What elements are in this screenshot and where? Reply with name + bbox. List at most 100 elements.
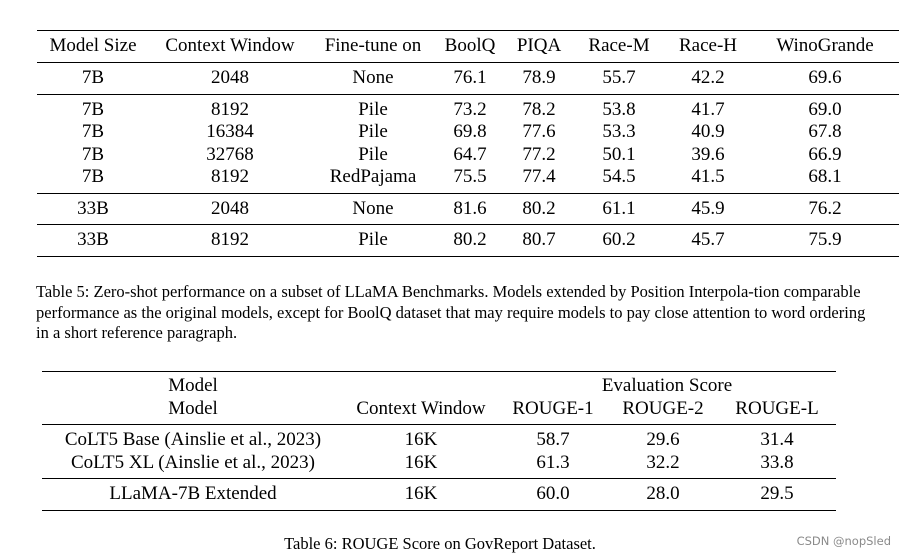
table-row: LLaMA-7B Extended 16K 60.0 28.0 29.5 <box>42 479 836 511</box>
table-cell: 67.8 <box>808 121 842 142</box>
table-cell: 75.5 <box>453 166 487 187</box>
table-cell: 31.4 <box>760 429 794 450</box>
table-cell: 69.0 <box>808 98 842 120</box>
table-cell: Pile <box>358 229 388 250</box>
table-cell: 33.8 <box>760 451 794 473</box>
table-cell: 7B <box>81 121 105 142</box>
column-header: Race-M <box>588 35 650 57</box>
table-cell: 45.9 <box>691 197 725 219</box>
table-6: Model Evaluation Score Model Context Win… <box>42 371 836 511</box>
table-cell: 77.2 <box>522 143 556 165</box>
table-cell: 53.8 <box>602 98 636 120</box>
table-row: 7B 8192 RedPajama 75.5 77.4 54.5 41.5 68… <box>37 166 899 193</box>
table-row: CoLT5 Base (Ainslie et al., 2023) 16K 58… <box>42 425 836 452</box>
table-cell: 77.4 <box>522 166 556 187</box>
table-cell: 54.5 <box>602 166 636 187</box>
table-cell: 78.2 <box>522 98 556 120</box>
table-cell: 29.6 <box>646 429 680 450</box>
table-cell: CoLT5 Base (Ainslie et al., 2023) <box>64 429 322 450</box>
table-cell: 33B <box>77 229 109 250</box>
table-cell: 28.0 <box>646 483 680 504</box>
table-cell: 76.1 <box>453 67 487 88</box>
table-cell: 61.1 <box>602 197 636 219</box>
table-cell: Pile <box>358 121 388 142</box>
super-header-spacer <box>344 372 498 398</box>
table-6-caption: Table 6: ROUGE Score on GovReport Datase… <box>284 534 596 553</box>
column-header: Model Size <box>49 35 137 57</box>
super-header-model: Model <box>168 375 218 396</box>
column-header: Race-H <box>678 35 738 57</box>
table-cell: 8192 <box>211 229 249 250</box>
table-cell: LLaMA-7B Extended <box>109 483 277 504</box>
table-cell: 2048 <box>211 197 249 219</box>
table-cell: 60.0 <box>536 483 570 504</box>
table-cell: 45.7 <box>691 229 725 250</box>
table-cell: 66.9 <box>808 143 842 165</box>
table-cell: Pile <box>358 98 388 120</box>
column-header: Context Window <box>165 35 295 57</box>
table-cell: None <box>352 67 394 88</box>
table-cell: 7B <box>81 166 105 187</box>
table-5: Model Size Context Window Fine-tune on B… <box>37 30 899 257</box>
table-5-group: 33B 2048 None 81.6 80.2 61.1 45.9 76.2 <box>37 193 899 225</box>
table-cell: 42.2 <box>691 67 725 88</box>
table-cell: 73.2 <box>453 98 487 120</box>
table-cell: 8192 <box>211 98 249 120</box>
table-cell: 69.6 <box>808 67 842 88</box>
table-cell: 76.2 <box>808 197 842 219</box>
super-header-evaluation-score: Evaluation Score <box>601 375 733 396</box>
table-cell: 16384 <box>206 121 254 142</box>
column-header: WinoGrande <box>776 35 874 57</box>
table-cell: 32768 <box>206 143 254 165</box>
table-cell: 7B <box>81 143 105 165</box>
table-cell: 55.7 <box>602 67 636 88</box>
table-cell: 7B <box>81 98 105 120</box>
column-header: BoolQ <box>444 35 496 57</box>
table-cell: 68.1 <box>808 166 842 187</box>
table-cell: 16K <box>404 451 438 473</box>
table-cell: 7B <box>81 67 105 88</box>
table-6-super-header-row: Model Evaluation Score <box>42 372 836 398</box>
column-header: ROUGE-L <box>735 397 819 419</box>
table-cell: 41.7 <box>691 98 725 120</box>
table-cell: 39.6 <box>691 143 725 165</box>
table-cell: 60.2 <box>602 229 636 250</box>
table-cell: 78.9 <box>522 67 556 88</box>
column-header: PIQA <box>516 35 562 57</box>
table-cell: 16K <box>404 483 438 504</box>
column-header: Fine-tune on <box>324 35 422 57</box>
table-6-group: LLaMA-7B Extended 16K 60.0 28.0 29.5 <box>42 479 836 511</box>
table-cell: 81.6 <box>453 197 487 219</box>
table-cell: 80.2 <box>522 197 556 219</box>
table-row: CoLT5 XL (Ainslie et al., 2023) 16K 61.3… <box>42 452 836 479</box>
table-row: 33B 8192 Pile 80.2 80.7 60.2 45.7 75.9 <box>37 225 899 257</box>
table-row: 33B 2048 None 81.6 80.2 61.1 45.9 76.2 <box>37 193 899 225</box>
column-header: ROUGE-1 <box>512 397 594 419</box>
table-cell: 53.3 <box>602 121 636 142</box>
table-cell: 64.7 <box>453 143 487 165</box>
table-5-group: 7B 8192 Pile 73.2 78.2 53.8 41.7 69.0 7B… <box>37 94 899 193</box>
table-cell: 2048 <box>211 67 249 88</box>
table-cell: 58.7 <box>536 429 570 450</box>
table-cell: CoLT5 XL (Ainslie et al., 2023) <box>71 451 315 473</box>
table-cell: 77.6 <box>522 121 556 142</box>
table-cell: 16K <box>404 429 438 450</box>
table-cell: 50.1 <box>602 143 636 165</box>
table-cell: 69.8 <box>453 121 487 142</box>
table-cell: 40.9 <box>691 121 725 142</box>
table-cell: 29.5 <box>760 483 794 504</box>
table-cell: 32.2 <box>646 451 680 473</box>
table-cell: Pile <box>358 143 388 165</box>
table-cell: None <box>352 197 394 219</box>
table-cell: 80.7 <box>522 229 556 250</box>
table-cell: 41.5 <box>691 166 725 187</box>
table-cell: 61.3 <box>536 451 570 473</box>
table-cell: RedPajama <box>329 166 417 187</box>
table-5-group: 7B 2048 None 76.1 78.9 55.7 42.2 69.6 <box>37 63 899 95</box>
table-cell: 33B <box>77 197 109 219</box>
table-6-group: CoLT5 Base (Ainslie et al., 2023) 16K 58… <box>42 425 836 479</box>
table-6-header-row: Model Context Window ROUGE-1 ROUGE-2 ROU… <box>42 398 836 425</box>
table-row: 7B 2048 None 76.1 78.9 55.7 42.2 69.6 <box>37 63 899 95</box>
table-cell: 8192 <box>211 166 249 187</box>
table-row: 7B 16384 Pile 69.8 77.6 53.3 40.9 67.8 <box>37 121 899 144</box>
